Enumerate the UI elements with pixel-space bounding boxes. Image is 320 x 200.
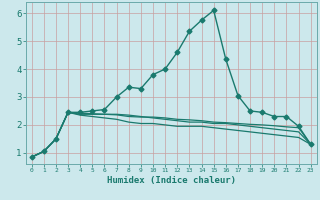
X-axis label: Humidex (Indice chaleur): Humidex (Indice chaleur)	[107, 176, 236, 185]
